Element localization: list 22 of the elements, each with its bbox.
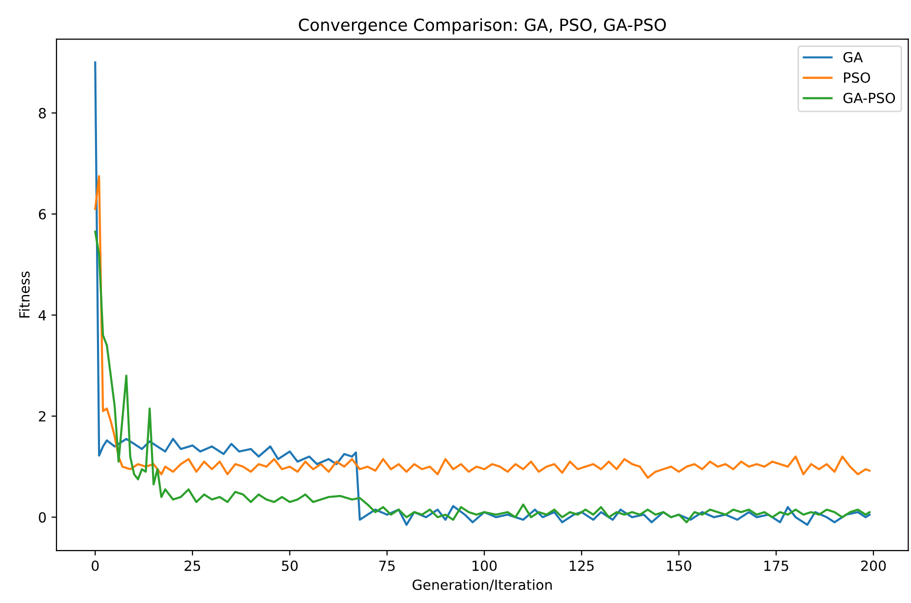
y-tick-label: 6 (38, 208, 46, 220)
line-series (94, 175, 871, 479)
x-tick-label: 25 (184, 560, 200, 572)
y-tick-label: 4 (38, 310, 46, 320)
x-axis-title: Generation/Iteration (412, 579, 552, 592)
line-series (94, 230, 871, 524)
x-tick-label: 75 (379, 560, 395, 572)
x-tick-label: 0 (92, 560, 99, 572)
x-tick-label: 50 (282, 560, 298, 572)
y-tick-label: 2 (38, 411, 46, 422)
x-tick-label: 175 (764, 560, 788, 572)
x-tick-label: 200 (861, 560, 886, 572)
x-tick-label: 100 (472, 560, 497, 572)
y-tick-label: 0 (38, 512, 46, 523)
x-tick-label: 150 (667, 560, 692, 572)
legend-label: GA (843, 52, 863, 62)
legend-label: GA-PSO (843, 92, 895, 104)
chart-title: Convergence Comparison: GA, PSO, GA-PSO (298, 18, 666, 34)
x-tick-label: 125 (570, 560, 594, 572)
legend-label: PSO (844, 72, 870, 83)
y-tick-label: 8 (38, 108, 46, 118)
y-axis-title: Fitness (18, 271, 30, 318)
